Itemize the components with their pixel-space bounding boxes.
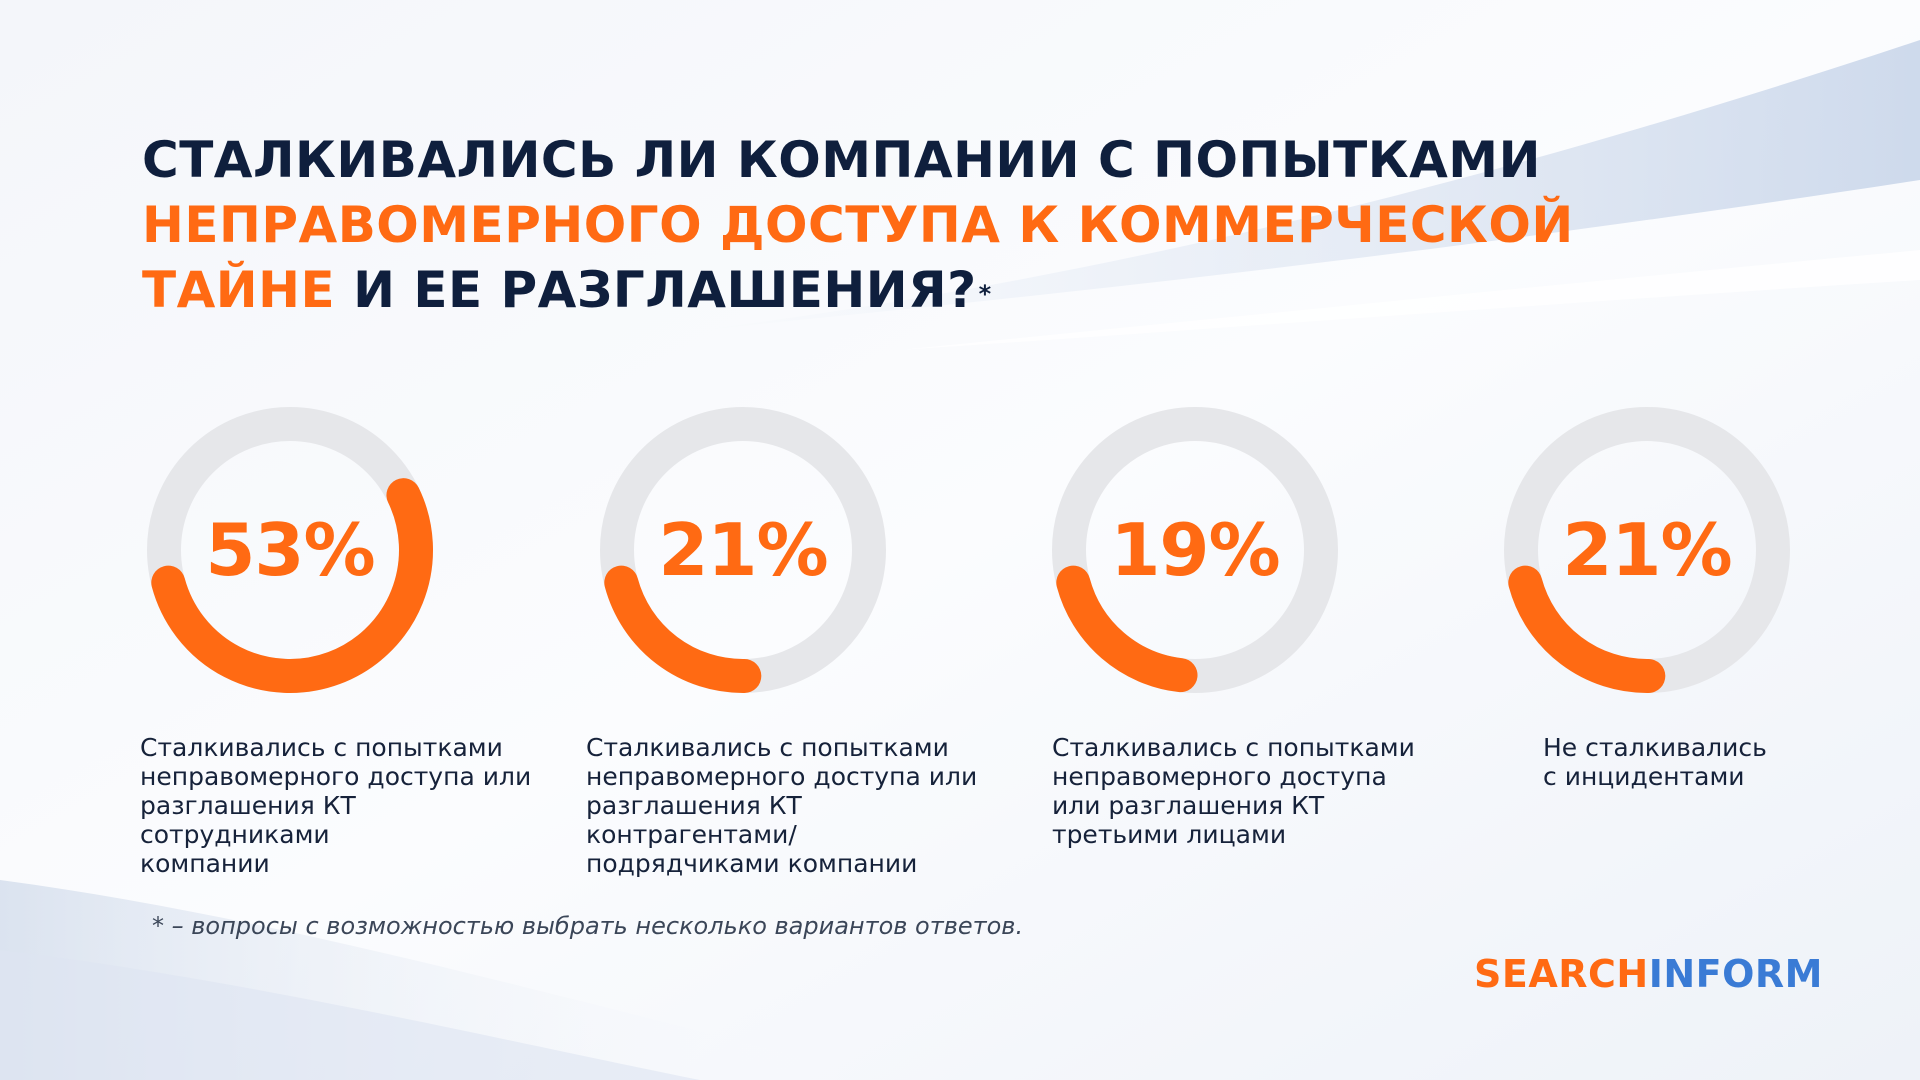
- donut-caption-4: Не сталкивались с инцидентами: [1543, 733, 1767, 791]
- donut-chart-3: 19%: [1045, 400, 1345, 700]
- donut-chart-1: 53%: [140, 400, 440, 700]
- donut-caption-1: Сталкивались с попытками неправомерного …: [140, 733, 532, 878]
- donut-arc-3: [1056, 565, 1198, 693]
- donut-chart-4: 21%: [1497, 400, 1797, 700]
- title-line-1: СТАЛКИВАЛИСЬ ЛИ КОМПАНИИ С ПОПЫТКАМИ: [142, 131, 1541, 189]
- page-title: СТАЛКИВАЛИСЬ ЛИ КОМПАНИИ С ПОПЫТКАМИ НЕП…: [142, 128, 1742, 323]
- donut-value-2: 21%: [658, 508, 828, 592]
- donut-value-4: 21%: [1562, 508, 1732, 592]
- title-line-3-rest: И ЕЕ РАЗГЛАШЕНИЯ?: [335, 261, 977, 319]
- title-line-3-highlight: ТАЙНЕ: [142, 261, 336, 319]
- donut-value-3: 19%: [1110, 508, 1280, 592]
- logo-part-inform: INFORM: [1648, 952, 1823, 996]
- title-line-2: НЕПРАВОМЕРНОГО ДОСТУПА К КОММЕРЧЕСКОЙ: [142, 196, 1574, 254]
- donut-arc-2: [604, 565, 762, 693]
- donut-arc-4: [1508, 565, 1666, 693]
- footnote: * – вопросы с возможностью выбрать неско…: [152, 912, 1024, 940]
- logo-part-search: SEARCH: [1474, 952, 1649, 996]
- title-asterisk: *: [978, 280, 992, 308]
- donut-value-1: 53%: [205, 508, 375, 592]
- donut-arc-1: [151, 478, 433, 693]
- donut-caption-3: Сталкивались с попытками неправомерного …: [1052, 733, 1415, 849]
- searchinform-logo: SEARCHINFORM: [1474, 952, 1823, 996]
- donut-chart-2: 21%: [593, 400, 893, 700]
- donut-caption-2: Сталкивались с попытками неправомерного …: [586, 733, 978, 878]
